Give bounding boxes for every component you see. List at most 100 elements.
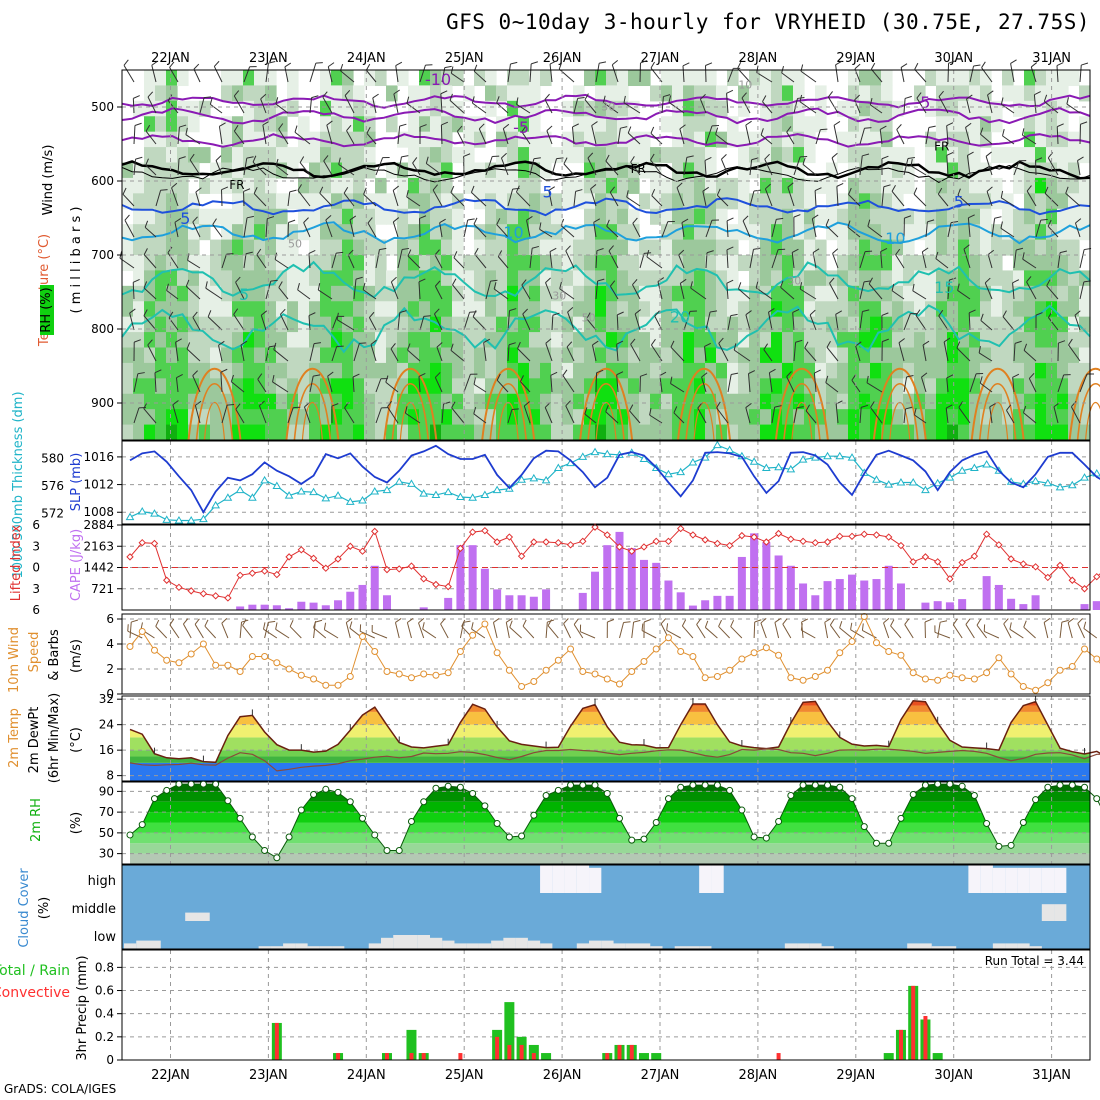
rh-cell: [991, 239, 1003, 256]
wind-barb: [215, 160, 223, 176]
y-tick-label: 1016: [83, 450, 114, 464]
cloud-unit-label: (%): [37, 897, 52, 920]
rh-cell: [804, 147, 816, 164]
rh-cell: [496, 147, 508, 164]
rh-cell: [969, 116, 981, 133]
rh-cell: [694, 100, 706, 117]
rh-cell: [265, 116, 277, 133]
wind-barb: [183, 618, 189, 625]
rh-cell: [628, 147, 640, 164]
rh-cell: [804, 362, 816, 379]
rh-cell: [628, 270, 640, 287]
rh-cell: [353, 100, 365, 117]
rh-cell: [958, 285, 970, 302]
data-point: [296, 486, 306, 495]
rh-cell: [771, 255, 783, 272]
rh-contour-label: 50: [288, 238, 302, 251]
rh-cell: [771, 208, 783, 225]
wind-barb: [372, 93, 379, 99]
cloud-cell: [540, 943, 553, 949]
rh-cell: [826, 162, 838, 179]
rh-cell: [529, 177, 541, 194]
data-point: [1056, 781, 1064, 789]
x-tick-label-top: 28JAN: [739, 51, 778, 66]
rh-cell: [694, 177, 706, 194]
rh-cell: [705, 285, 717, 302]
data-point: [775, 817, 783, 825]
wind-barb: [215, 155, 222, 161]
rh-cell: [1057, 85, 1069, 102]
rh-cell: [1002, 208, 1014, 225]
rh-cell: [595, 100, 607, 117]
wind-barb: [903, 98, 906, 114]
data-point: [774, 462, 783, 471]
axis-label-part: (%): [69, 812, 84, 835]
data-point: [761, 463, 771, 471]
rh-cell: [309, 424, 321, 441]
rh-cell: [870, 332, 882, 349]
rh-cell: [705, 85, 717, 102]
data-point: [909, 790, 917, 798]
rh-cell: [1057, 393, 1069, 410]
wind-barb: [623, 621, 631, 624]
cloud-cell: [1029, 867, 1042, 893]
precip-convective-bar: [531, 1053, 536, 1060]
wind-barb: [800, 70, 817, 83]
rh-cell: [474, 316, 486, 333]
rh-cell: [683, 332, 695, 349]
x-tick-label-bottom: 28JAN: [739, 1068, 778, 1083]
rh-cell: [287, 347, 299, 364]
rh-cell: [782, 424, 794, 441]
data-point: [908, 478, 918, 486]
wind-barb: [946, 374, 954, 379]
wind-barb: [221, 186, 229, 191]
cloud-cell: [540, 865, 553, 893]
wind-barb: [896, 124, 902, 130]
rh-cell: [771, 332, 783, 349]
data-point: [517, 475, 526, 483]
wind-barb: [705, 311, 711, 331]
wind-barb: [1010, 63, 1015, 83]
rh-cell: [694, 85, 706, 102]
rh-cell: [969, 70, 981, 87]
wind-barb: [654, 310, 660, 317]
wind-barb: [603, 102, 619, 114]
cape-bar: [750, 533, 759, 610]
rh-cell: [474, 393, 486, 410]
rh-cell: [177, 285, 189, 302]
rh-cell: [595, 85, 607, 102]
wind-barb: [313, 620, 317, 628]
rh-cell: [925, 316, 937, 333]
rh-cell: [1035, 255, 1047, 272]
rh-cell: [892, 147, 904, 164]
cape-bar: [835, 579, 844, 610]
rh-cell: [397, 285, 409, 302]
rh-cell: [298, 347, 310, 364]
wind-barb: [205, 287, 223, 300]
rh-cell: [254, 378, 266, 395]
wind-barb: [177, 127, 180, 145]
wind-barb: [343, 192, 355, 207]
rh-cell: [639, 424, 651, 441]
rh-cell: [397, 316, 409, 333]
rh-cell: [540, 70, 552, 87]
data-point: [432, 671, 440, 679]
wind-barb: [831, 157, 839, 176]
wind-barb: [753, 621, 756, 639]
data-point: [212, 780, 220, 788]
rh-cell: [848, 208, 860, 225]
rh-cell: [441, 208, 453, 225]
rh-cell: [947, 208, 959, 225]
rh-cell: [991, 347, 1003, 364]
rh-cell: [716, 316, 728, 333]
rh-cell: [133, 347, 145, 364]
precip-convective-bar: [421, 1053, 426, 1060]
wind-barb: [948, 60, 956, 64]
rh-cell: [892, 301, 904, 318]
data-point: [933, 478, 943, 487]
wind-barb: [278, 123, 284, 130]
wind-barb: [1074, 222, 1081, 238]
wind-barb: [563, 157, 568, 165]
data-point: [211, 500, 221, 509]
cloud-cell: [674, 946, 687, 949]
